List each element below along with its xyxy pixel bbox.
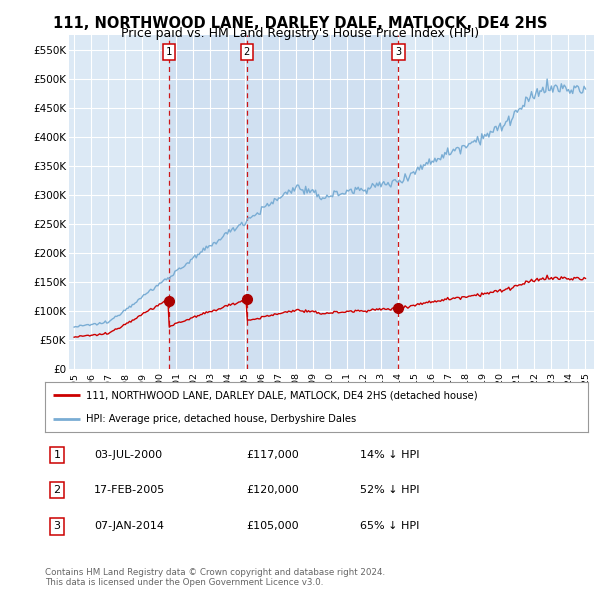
Text: Price paid vs. HM Land Registry's House Price Index (HPI): Price paid vs. HM Land Registry's House … [121,27,479,40]
Text: 65% ↓ HPI: 65% ↓ HPI [360,522,419,532]
Text: 111, NORTHWOOD LANE, DARLEY DALE, MATLOCK, DE4 2HS: 111, NORTHWOOD LANE, DARLEY DALE, MATLOC… [53,16,547,31]
Text: 1: 1 [166,47,172,57]
Bar [247,35,398,369]
Text: 111, NORTHWOOD LANE, DARLEY DALE, MATLOCK, DE4 2HS (detached house): 111, NORTHWOOD LANE, DARLEY DALE, MATLOC… [86,390,478,400]
Text: HPI: Average price, detached house, Derbyshire Dales: HPI: Average price, detached house, Derb… [86,414,356,424]
Text: 3: 3 [395,47,401,57]
Text: £120,000: £120,000 [246,486,299,495]
Text: 03-JUL-2000: 03-JUL-2000 [94,450,162,460]
Text: 17-FEB-2005: 17-FEB-2005 [94,486,165,495]
Text: 07-JAN-2014: 07-JAN-2014 [94,522,164,532]
Text: 1: 1 [53,450,61,460]
Bar [169,35,247,369]
Text: Contains HM Land Registry data © Crown copyright and database right 2024.
This d: Contains HM Land Registry data © Crown c… [45,568,385,587]
Text: 52% ↓ HPI: 52% ↓ HPI [360,486,419,495]
Text: 3: 3 [53,522,61,532]
Text: £105,000: £105,000 [246,522,299,532]
Text: £117,000: £117,000 [246,450,299,460]
Text: 14% ↓ HPI: 14% ↓ HPI [360,450,419,460]
Text: 2: 2 [53,486,61,495]
Text: 2: 2 [244,47,250,57]
